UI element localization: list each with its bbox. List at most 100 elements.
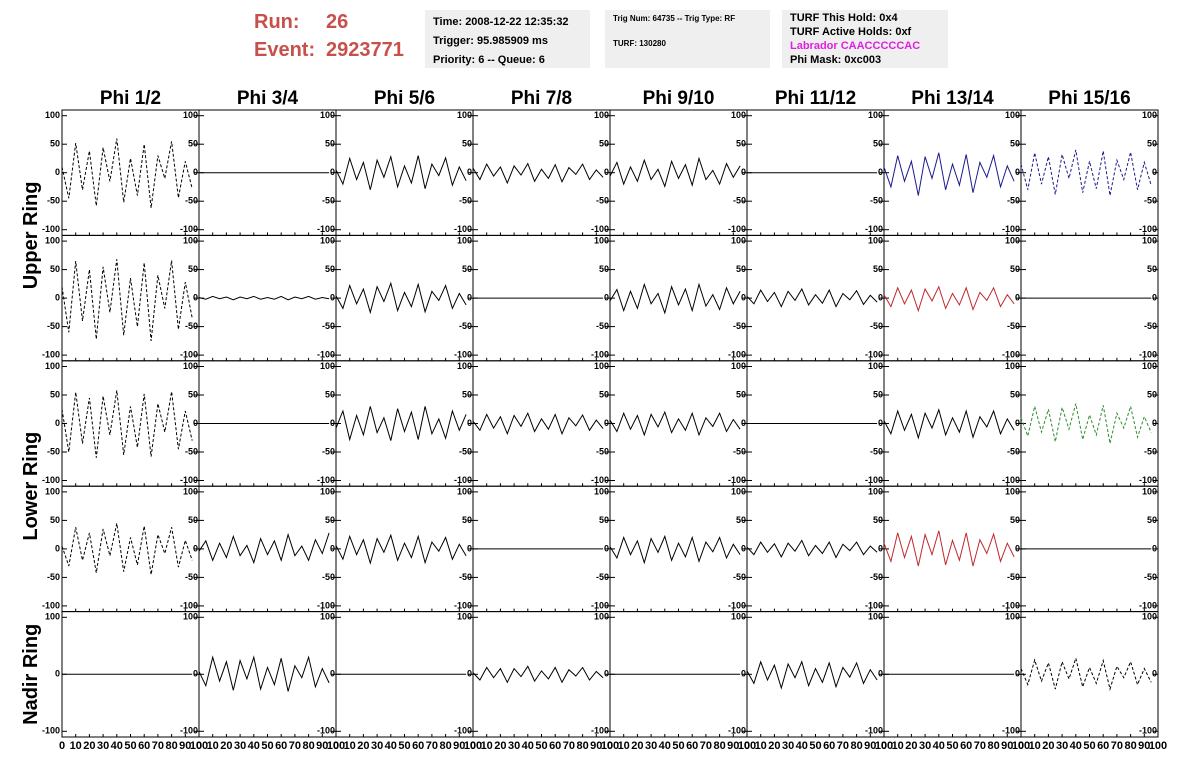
panel-frame <box>335 234 474 362</box>
info-text: Priority: 6 -- Queue: 6 <box>433 54 545 66</box>
y-tick-label: 0 <box>1015 543 1020 553</box>
y-tick-label: -50 <box>1007 321 1020 331</box>
panel-frame <box>609 485 748 613</box>
y-tick-label: -100 <box>180 349 198 359</box>
y-tick-label: 100 <box>457 612 472 622</box>
waveform <box>746 287 878 308</box>
x-tick-label: 10 <box>755 740 767 752</box>
y-tick-label: 50 <box>1010 139 1020 149</box>
panel-frame <box>883 360 1022 487</box>
y-tick-label: 100 <box>45 612 60 622</box>
x-tick-label: 50 <box>809 740 821 752</box>
y-tick-label: -50 <box>596 446 609 456</box>
x-tick-label: 10 <box>344 740 356 752</box>
waveform <box>609 534 741 565</box>
panel-frame <box>198 611 337 738</box>
panel-frame <box>883 109 1022 236</box>
y-tick-label: -100 <box>1002 475 1020 485</box>
y-tick-label: 50 <box>599 139 609 149</box>
y-tick-label: -50 <box>459 572 472 582</box>
y-tick-label: 50 <box>1147 389 1157 399</box>
y-tick-label: 50 <box>325 389 335 399</box>
x-tick-label: 50 <box>1083 740 1095 752</box>
x-tick-label: 50 <box>261 740 273 752</box>
y-tick-label: 0 <box>741 543 746 553</box>
panel-frame <box>198 485 337 613</box>
run-label: Run: <box>254 11 300 33</box>
y-tick-label: -100 <box>591 726 609 736</box>
y-tick-label: 50 <box>736 389 746 399</box>
x-tick-label: 90 <box>590 740 602 752</box>
waveform <box>746 660 878 690</box>
x-tick-label: 80 <box>850 740 862 752</box>
y-tick-label: -100 <box>591 349 609 359</box>
y-tick-label: 100 <box>183 110 198 120</box>
y-tick-label: -100 <box>1002 600 1020 610</box>
x-tick-label: 60 <box>823 740 835 752</box>
y-tick-label: 0 <box>467 292 472 302</box>
waveform <box>335 281 467 315</box>
y-tick-label: -100 <box>42 349 60 359</box>
y-tick-label: 100 <box>320 486 335 496</box>
x-tick-label: 70 <box>1111 740 1123 752</box>
info-text: TURF Active Holds: 0xf <box>790 26 912 38</box>
y-tick-label: -50 <box>185 572 198 582</box>
y-tick-label: -50 <box>185 321 198 331</box>
y-tick-label: 50 <box>188 139 198 149</box>
x-tick-label: 100 <box>738 740 756 752</box>
x-tick-label: 90 <box>179 740 191 752</box>
y-tick-label: -100 <box>180 475 198 485</box>
x-tick-label: 90 <box>727 740 739 752</box>
y-tick-label: 50 <box>462 515 472 525</box>
y-tick-label: 50 <box>1147 515 1157 525</box>
y-tick-label: -50 <box>322 446 335 456</box>
x-tick-label: 90 <box>1001 740 1013 752</box>
panel-frame <box>746 485 885 613</box>
event-label: Event: <box>254 39 316 61</box>
info-text: Phi Mask: 0xc003 <box>790 54 882 66</box>
y-tick-label: 50 <box>50 389 60 399</box>
y-tick-label: 100 <box>731 612 746 622</box>
y-tick-label: 0 <box>741 418 746 428</box>
column-title: Phi 7/8 <box>511 88 572 109</box>
y-tick-label: 50 <box>873 264 883 274</box>
y-tick-label: -100 <box>728 224 746 234</box>
y-tick-label: -50 <box>1144 572 1157 582</box>
x-tick-label: 30 <box>782 740 794 752</box>
y-tick-label: 0 <box>1152 543 1157 553</box>
y-tick-label: 50 <box>325 264 335 274</box>
y-tick-label: 50 <box>599 515 609 525</box>
panel-frame <box>1020 109 1159 236</box>
x-tick-label: 0 <box>470 740 476 752</box>
y-tick-label: -100 <box>1139 475 1157 485</box>
x-tick-label: 90 <box>864 740 876 752</box>
y-tick-label: 100 <box>457 486 472 496</box>
column-title: Phi 11/12 <box>775 88 856 109</box>
y-tick-label: 0 <box>1015 292 1020 302</box>
info-box: TURF This Hold: 0x4 TURF Active Holds: 0… <box>782 10 948 68</box>
panel-frame <box>472 109 611 236</box>
x-tick-label: 60 <box>686 740 698 752</box>
y-tick-label: -50 <box>185 446 198 456</box>
waveform <box>883 408 1015 440</box>
x-tick-label: 40 <box>111 740 123 752</box>
y-tick-label: -50 <box>1144 321 1157 331</box>
y-tick-label: -100 <box>42 475 60 485</box>
waveform <box>61 390 193 458</box>
panel-frame <box>61 485 200 613</box>
y-tick-label: -50 <box>1144 196 1157 206</box>
y-tick-label: 100 <box>1142 612 1157 622</box>
y-tick-label: -50 <box>1007 446 1020 456</box>
y-tick-label: 0 <box>1015 669 1020 679</box>
x-tick-label: 70 <box>152 740 164 752</box>
x-tick-label: 70 <box>974 740 986 752</box>
x-tick-label: 60 <box>275 740 287 752</box>
y-tick-label: 0 <box>330 167 335 177</box>
y-tick-label: 100 <box>731 361 746 371</box>
y-tick-label: 50 <box>325 515 335 525</box>
x-tick-label: 90 <box>453 740 465 752</box>
waveform <box>883 530 1015 567</box>
y-tick-label: 0 <box>55 669 60 679</box>
x-tick-label: 20 <box>220 740 232 752</box>
